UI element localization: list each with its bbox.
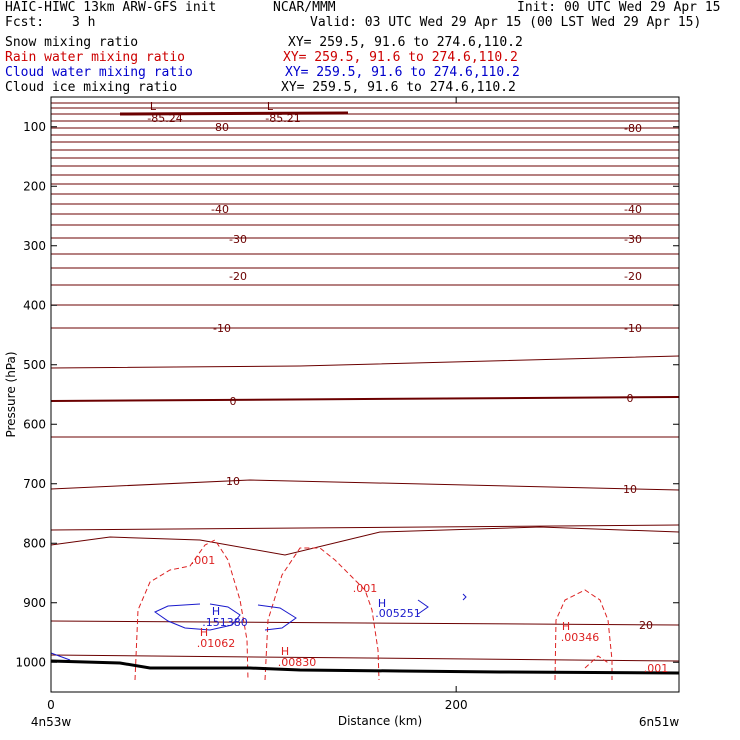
y-tick-label: 500 [23,358,46,372]
temperature-contour [50,396,680,402]
cloud-label: H [212,605,220,618]
temperature-label: -10 [624,322,642,335]
temperature-label: -40 [624,203,642,216]
rain-label: .001 [191,554,216,567]
y-tick-label: 900 [23,596,46,610]
temperature-label: -40 [211,203,229,216]
cloud-contour [257,604,297,631]
temperature-label: -80 [624,122,642,135]
cloud-label: .005251 [375,607,421,620]
low-marker: L [267,100,274,113]
y-tick-label: 800 [23,536,46,550]
plot-frame [50,96,680,693]
field-name-cloud-ice: Cloud ice mixing ratio [5,80,178,95]
model-title: HAIC-HIWC 13km ARW-GFS init [5,0,217,15]
field-xy-cloud-ice: XY= 259.5, 91.6 to 274.6,110.2 [281,80,516,95]
temperature-label: -30 [229,233,247,246]
cloud-contour [462,593,467,601]
rain-contours [134,539,613,681]
rain-label: H [281,645,289,658]
rain-label: .00346 [561,631,600,644]
cloud-contours [50,593,467,661]
y-tick-label: 600 [23,417,46,431]
temperature-contour [50,654,680,662]
temperature-contour [50,524,680,531]
rain-contour [554,589,613,681]
forecast-hours: 3 h [72,15,96,30]
rain-contour [264,547,380,681]
org-label: NCAR/MMM [273,0,336,15]
x-tick-label: 0 [47,698,55,712]
temperature-label: 0 [627,392,634,405]
forecast-label: Fcst: [5,15,45,30]
low-marker: L [150,100,157,113]
cloud-contour [417,599,429,615]
x-endpoint-right: 6n51w [639,715,680,729]
temperature-label: -80 [211,121,229,134]
temperature-contour [50,355,680,369]
rain-label: H [200,626,208,639]
init-time: Init: 00 UTC Wed 29 Apr 15 [517,0,721,15]
temperature-label: -85.24 [147,112,182,125]
temperature-label: -30 [624,233,642,246]
y-tick-label: 200 [23,179,46,193]
x-endpoint-left: 4n53w [31,715,72,729]
tropopause-contour [119,111,349,116]
field-xy-snow: XY= 259.5, 91.6 to 274.6,110.2 [288,35,523,50]
temperature-label: -20 [229,270,247,283]
rain-label: H [562,620,570,633]
temperature-contour [50,479,680,491]
temperature-label: -85.21 [265,112,300,125]
temperature-contours [50,102,680,662]
valid-time: Valid: 03 UTC Wed 29 Apr 15 (00 LST Wed … [310,15,702,30]
terrain-line [50,659,680,675]
y-tick-label: 300 [23,239,46,253]
temperature-label: -20 [624,270,642,283]
temperature-contour [50,526,680,556]
rain-contour [134,539,249,681]
contour-labels: -85.24 -85.21 -80 -80 -40 -40 -30 -30 -20 -20 -10 -… [147,100,668,675]
cloud-contour [50,652,71,661]
cloud-contour [153,603,241,631]
temperature-label: 10 [226,475,240,488]
y-tick-label: 100 [23,120,46,134]
field-xy-cloud-water: XY= 259.5, 91.6 to 274.6,110.2 [285,65,520,80]
rain-label: .001 [353,582,378,595]
x-axis-label: Distance (km) [338,714,422,728]
field-name-rain: Rain water mixing ratio [5,50,186,65]
temperature-label: -10 [213,322,231,335]
y-axis-label: Pressure (hPa) [4,351,18,437]
temperature-label: 10 [623,483,637,496]
rain-label: .001 [644,662,669,675]
rain-label: .01062 [197,637,236,650]
field-name-cloud-water: Cloud water mixing ratio [5,65,193,80]
temperature-label: 0 [230,395,237,408]
x-tick-label: 200 [445,698,468,712]
field-name-snow: Snow mixing ratio [5,35,139,50]
rain-contour [584,655,611,669]
terrain-surface [50,659,680,675]
y-tick-label: 400 [23,298,46,312]
field-xy-rain: XY= 259.5, 91.6 to 274.6,110.2 [283,50,518,65]
y-tick-label: 1000 [15,655,46,669]
temperature-label: 20 [639,619,653,632]
temperature-contour [50,620,680,626]
rain-label: .00830 [278,656,317,669]
y-tick-label: 700 [23,477,46,491]
cloud-label: .151380 [202,616,248,629]
cloud-label: H [378,597,386,610]
